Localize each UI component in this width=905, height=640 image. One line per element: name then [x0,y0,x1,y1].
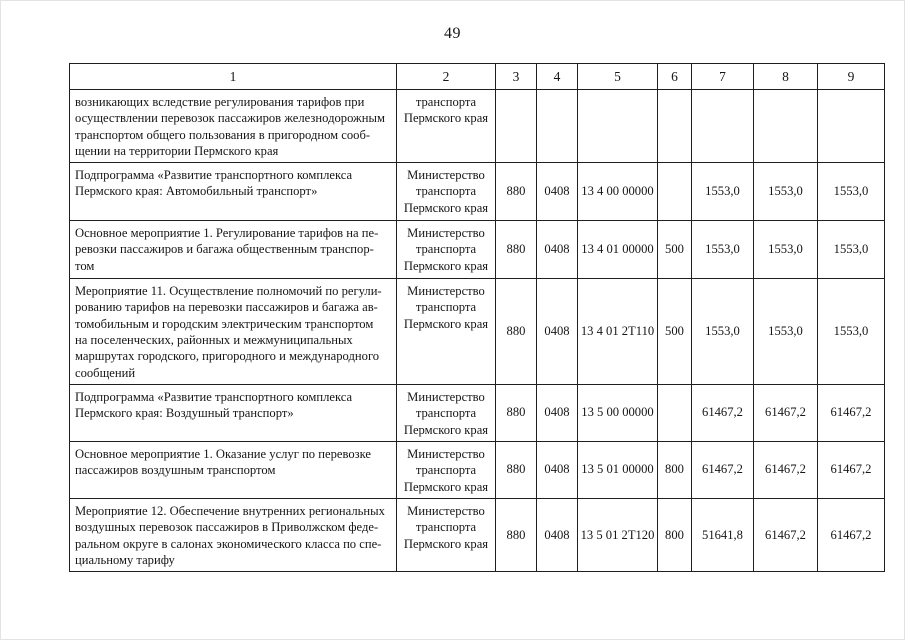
cell-section-code: 0408 [536,162,578,222]
cell-name: Мероприятие 12. Обеспечение внутренних р… [69,497,397,573]
table-row: Основное мероприятие 1. Регулирование та… [69,220,885,280]
header-cell-2: 2 [396,63,496,90]
cell-amount-year1: 1553,0 [691,278,754,385]
cell-target-article-code: 13 4 01 00000 [577,220,658,280]
cell-section-code [536,88,578,164]
cell-grbs-code [495,88,537,164]
cell-amount-year2: 1553,0 [753,220,818,280]
cell-name: Основное мероприятие 1. Оказание услуг п… [69,440,397,499]
table-row: Основное мероприятие 1. Оказание услуг п… [69,440,885,499]
cell-name: Мероприятие 11. Осуществление полномочий… [69,278,397,385]
cell-executor: Министерство транспорта Пермского края [396,383,496,442]
cell-executor: Министерство транспорта Пермского края [396,162,496,222]
cell-executor: Министерство транспорта Пермского края [396,497,496,573]
page-number: 49 [444,25,461,42]
cell-target-article-code: 13 4 00 00000 [577,162,658,222]
cell-amount-year2: 1553,0 [753,278,818,385]
cell-target-article-code: 13 5 01 00000 [577,440,658,499]
cell-amount-year3: 61467,2 [817,383,885,442]
cell-expense-type-code [657,383,692,442]
cell-executor: Министерство транспорта Пермского края [396,220,496,280]
header-cell-5: 5 [577,63,658,90]
cell-executor: транспорта Пермского края [396,88,496,164]
cell-target-article-code: 13 5 00 00000 [577,383,658,442]
cell-amount-year1: 1553,0 [691,220,754,280]
header-cell-1: 1 [69,63,397,90]
cell-amount-year2: 1553,0 [753,162,818,222]
header-cell-8: 8 [753,63,818,90]
cell-amount-year3: 1553,0 [817,162,885,222]
cell-name: Основное мероприятие 1. Регулирование та… [69,220,397,280]
cell-amount-year2: 61467,2 [753,497,818,573]
cell-grbs-code: 880 [495,440,537,499]
cell-section-code: 0408 [536,383,578,442]
cell-grbs-code: 880 [495,497,537,573]
table-row: Мероприятие 12. Обеспечение внутренних р… [69,497,885,573]
cell-grbs-code: 880 [495,278,537,385]
cell-target-article-code [577,88,658,164]
cell-section-code: 0408 [536,497,578,573]
table-row: возникающих вследствие регулирования тар… [69,88,885,164]
cell-expense-type-code: 500 [657,278,692,385]
cell-grbs-code: 880 [495,220,537,280]
cell-name: Подпрограмма «Развитие транспортного ком… [69,162,397,222]
table-row: Мероприятие 11. Осуществление полномочий… [69,278,885,385]
cell-target-article-code: 13 4 01 2Т110 [577,278,658,385]
header-cell-6: 6 [657,63,692,90]
cell-section-code: 0408 [536,440,578,499]
cell-amount-year3 [817,88,885,164]
cell-amount-year2 [753,88,818,164]
cell-name: возникающих вследствие регулирования тар… [69,88,397,164]
cell-amount-year3: 61467,2 [817,440,885,499]
table-row: Подпрограмма «Развитие транспортного ком… [69,383,885,442]
cell-amount-year3: 61467,2 [817,497,885,573]
cell-amount-year1: 1553,0 [691,162,754,222]
table-row: Подпрограмма «Развитие транспортного ком… [69,162,885,222]
cell-expense-type-code: 500 [657,220,692,280]
cell-amount-year3: 1553,0 [817,278,885,385]
cell-amount-year1: 51641,8 [691,497,754,573]
cell-amount-year1: 61467,2 [691,383,754,442]
cell-amount-year2: 61467,2 [753,383,818,442]
cell-expense-type-code [657,162,692,222]
cell-expense-type-code: 800 [657,497,692,573]
cell-grbs-code: 880 [495,162,537,222]
header-cell-4: 4 [536,63,578,90]
cell-executor: Министерство транспорта Пермского края [396,278,496,385]
cell-section-code: 0408 [536,278,578,385]
cell-amount-year2: 61467,2 [753,440,818,499]
cell-target-article-code: 13 5 01 2Т120 [577,497,658,573]
cell-amount-year1 [691,88,754,164]
header-row: 1 2 3 4 5 6 7 8 9 [69,63,885,90]
header-cell-9: 9 [817,63,885,90]
cell-expense-type-code [657,88,692,164]
cell-expense-type-code: 800 [657,440,692,499]
cell-amount-year1: 61467,2 [691,440,754,499]
header-cell-3: 3 [495,63,537,90]
cell-amount-year3: 1553,0 [817,220,885,280]
cell-section-code: 0408 [536,220,578,280]
cell-name: Подпрограмма «Развитие транспортного ком… [69,383,397,442]
budget-table: 1 2 3 4 5 6 7 8 9 возникающих вследствие… [69,63,885,573]
cell-executor: Министерство транспорта Пермского края [396,440,496,499]
header-cell-7: 7 [691,63,754,90]
cell-grbs-code: 880 [495,383,537,442]
